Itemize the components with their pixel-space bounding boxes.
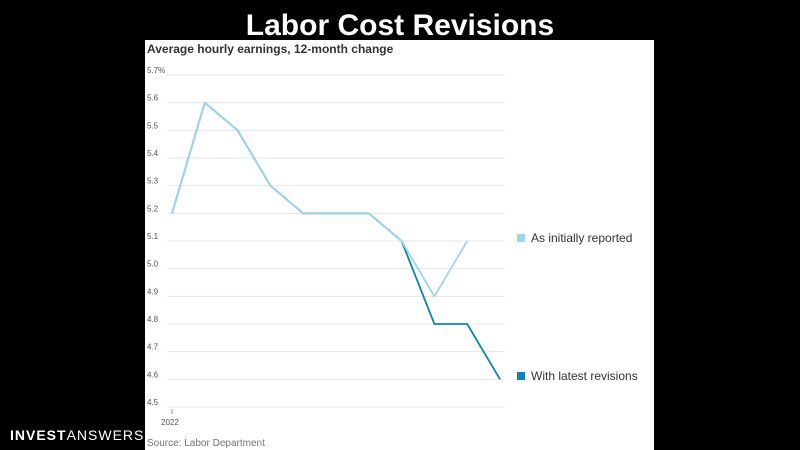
slide-title: Labor Cost Revisions	[245, 9, 555, 42]
y-tick-label: 4.5	[147, 398, 159, 407]
y-tick-label: 4.8	[147, 315, 159, 324]
brand-bold: INVEST	[10, 427, 67, 443]
grid-lines	[167, 74, 505, 408]
legend-label: With latest revisions	[531, 369, 638, 383]
line-chart: 5.7% 5.6 5.5 5.4 5.3 5.2 5.1 5.0 4.9 4.8 4.7 4.6 4.5…	[147, 66, 638, 427]
legend-swatch	[517, 234, 525, 242]
source-note: Source: Labor Department	[147, 438, 265, 449]
y-tick-label: 5.5	[147, 121, 159, 130]
y-tick-label: 5.6	[147, 94, 159, 103]
chart-panel: Average hourly earnings, 12-month change…	[145, 40, 654, 450]
brand-light: ANSWERS	[66, 427, 145, 443]
series-lines	[171, 101, 501, 380]
y-tick-label: 5.4	[147, 149, 159, 158]
y-tick-labels: 5.7% 5.6 5.5 5.4 5.3 5.2 5.1 5.0 4.9 4.8 4.7 4.6 4.5	[147, 66, 165, 407]
y-tick-label: 4.9	[147, 287, 159, 296]
chart-subtitle: Average hourly earnings, 12-month change	[147, 42, 394, 56]
y-tick-label: 5.2	[147, 204, 159, 213]
y-tick-label: 5.3	[147, 177, 159, 186]
y-tick-label: 4.6	[147, 370, 159, 379]
legend-swatch	[517, 372, 525, 380]
legend-label: As initially reported	[531, 231, 632, 245]
brand-logo: INVESTANSWERS	[10, 427, 144, 443]
y-tick-label: 4.7	[147, 343, 159, 352]
y-tick-label: 5.7%	[147, 66, 165, 75]
y-tick-label: 5.1	[147, 232, 159, 241]
series-line	[171, 101, 468, 298]
legend: As initially reported With latest revisio…	[517, 231, 638, 383]
x-tick-label: 2022	[161, 418, 179, 427]
y-tick-label: 5.0	[147, 260, 159, 269]
x-tick-labels: 2022	[161, 409, 179, 427]
